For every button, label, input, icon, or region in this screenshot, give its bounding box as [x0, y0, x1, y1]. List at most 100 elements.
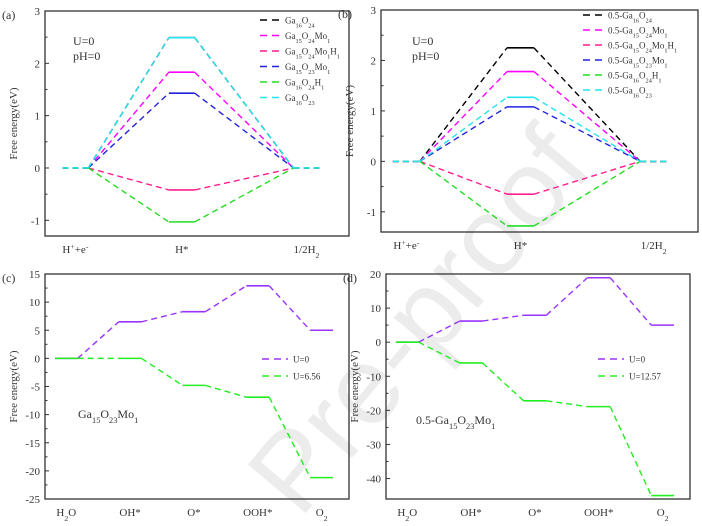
y-tick-label: 1 [371, 106, 377, 118]
legend-label: Ga16O23 [285, 93, 315, 107]
y-axis-title: Free energy(eV) [8, 350, 20, 423]
legend-label: 0.5-Ga16O23 [608, 86, 652, 100]
transition-connector [609, 277, 652, 326]
y-tick-label: -40 [366, 474, 381, 486]
watermark: Pre-proof [224, 105, 613, 526]
transition-connector [268, 396, 311, 478]
x-category-label: H++e- [62, 242, 88, 257]
transition-connector [418, 341, 461, 364]
y-tick-label: 20 [370, 269, 382, 281]
transition-connector [419, 106, 508, 162]
transition-connector [418, 320, 461, 343]
y-tick-label: -10 [25, 410, 40, 422]
series-1 [62, 71, 320, 169]
x-category-label: 1/2H2 [641, 240, 667, 256]
y-tick-label: 10 [370, 303, 382, 315]
plot-frame [385, 273, 691, 500]
x-category-label: O2 [316, 507, 328, 523]
annotation-text: pH=0 [73, 49, 100, 63]
series-3 [62, 92, 320, 169]
x-category-label: OOH* [584, 507, 613, 519]
panel-c: -25 -20 -15 -10 -5 0 5 10 15 Free energy(eV) (c) H2… [2, 269, 350, 523]
transition-connector [205, 384, 247, 398]
x-category-label: O* [187, 507, 200, 519]
legend-label: Ga15O24Mo1 [285, 31, 330, 45]
transition-connector [533, 160, 641, 227]
series-2 [62, 167, 320, 191]
x-category-label: OH* [460, 507, 481, 519]
transition-connector [482, 362, 525, 402]
transition-connector [533, 96, 641, 162]
x-category-label: 1/2H2 [294, 244, 320, 260]
transition-connector [533, 47, 641, 162]
y-tick-label: -25 [25, 494, 40, 506]
transition-connector [77, 321, 120, 359]
transition-connector [87, 71, 170, 169]
transition-connector [194, 92, 294, 169]
series-4 [62, 167, 320, 223]
transition-connector [87, 37, 170, 169]
legend-label: Ga16O24H1 [285, 78, 324, 92]
transition-connector [87, 92, 170, 169]
panel-label: (c) [2, 271, 15, 285]
legend-label: U=0 [293, 355, 310, 365]
transition-connector [141, 311, 183, 323]
transition-connector [194, 167, 294, 223]
x-category-label: H2O [397, 507, 417, 523]
y-tick-label: 15 [29, 269, 41, 281]
panel-a: -1 0 1 2 3 Free energy(eV) (a) H++e- H* 1/2H2 Ga16… [2, 6, 350, 260]
series-5 [62, 36, 320, 169]
transition-connector [533, 71, 641, 162]
x-category-label: OOH* [243, 507, 272, 519]
transition-connector [268, 285, 311, 331]
legend-label: Ga15O23Mo1 [285, 62, 330, 76]
transition-connector [419, 96, 508, 162]
transition-connector [482, 314, 524, 322]
x-category-label: H++e- [393, 238, 419, 253]
transition-connector [204, 285, 247, 313]
legend-label: U=0 [629, 355, 646, 365]
y-axis-title: Free energy(eV) [349, 350, 361, 423]
transition-connector [194, 167, 294, 191]
y-tick-label: 5 [35, 325, 41, 337]
y-tick-label: -5 [31, 382, 41, 394]
transition-connector [194, 37, 295, 169]
panel-b: -1 0 1 2 3 Free energy(eV) (b) H++e- H* 1/2H2 0.5-… [338, 5, 699, 256]
y-axis-title: Free energy(eV) [344, 85, 356, 158]
legend-label: U=12.57 [629, 372, 661, 382]
legend-label: 0.5-Ga15O24Mo1H1 [608, 41, 677, 55]
panel-label: (b) [338, 7, 352, 21]
legend-label: 0.5-Ga16O24H1 [608, 71, 662, 85]
y-tick-label: 0 [376, 337, 382, 349]
transition-connector [419, 71, 508, 162]
x-category-label: O* [528, 507, 541, 519]
x-category-label: H* [175, 244, 188, 256]
transition-connector [419, 47, 508, 162]
y-tick-label: 2 [35, 58, 41, 70]
annotation-text: pH=0 [412, 49, 439, 63]
series-1 [54, 357, 334, 479]
x-category-label: OH* [119, 507, 140, 519]
legend-label: Ga15O24Mo1H1 [285, 47, 340, 61]
transition-connector [141, 357, 183, 386]
series-0 [54, 285, 334, 360]
y-tick-label: -20 [25, 466, 40, 478]
transition-connector [88, 167, 170, 191]
y-tick-label: 0 [371, 156, 377, 168]
legend-label: 0.5-Ga16O24 [608, 11, 653, 25]
annotation-text: U=0 [73, 34, 94, 48]
transition-connector [419, 160, 508, 227]
annotation-text: 0.5-Ga15O23Mo1 [416, 413, 495, 431]
legend-label: Ga16O24 [285, 16, 315, 30]
y-tick-label: 1 [35, 111, 41, 123]
legend-label: 0.5-Ga15O24Mo1 [608, 26, 668, 40]
panel-label: (d) [343, 271, 357, 285]
y-tick-label: 3 [35, 6, 41, 18]
plot-frame [44, 10, 350, 237]
transition-connector [194, 71, 295, 169]
transition-connector [533, 160, 641, 195]
y-tick-label: -20 [366, 405, 381, 417]
y-tick-label: -1 [31, 215, 40, 227]
x-category-label: O2 [657, 507, 669, 523]
x-category-label: H* [514, 240, 527, 252]
